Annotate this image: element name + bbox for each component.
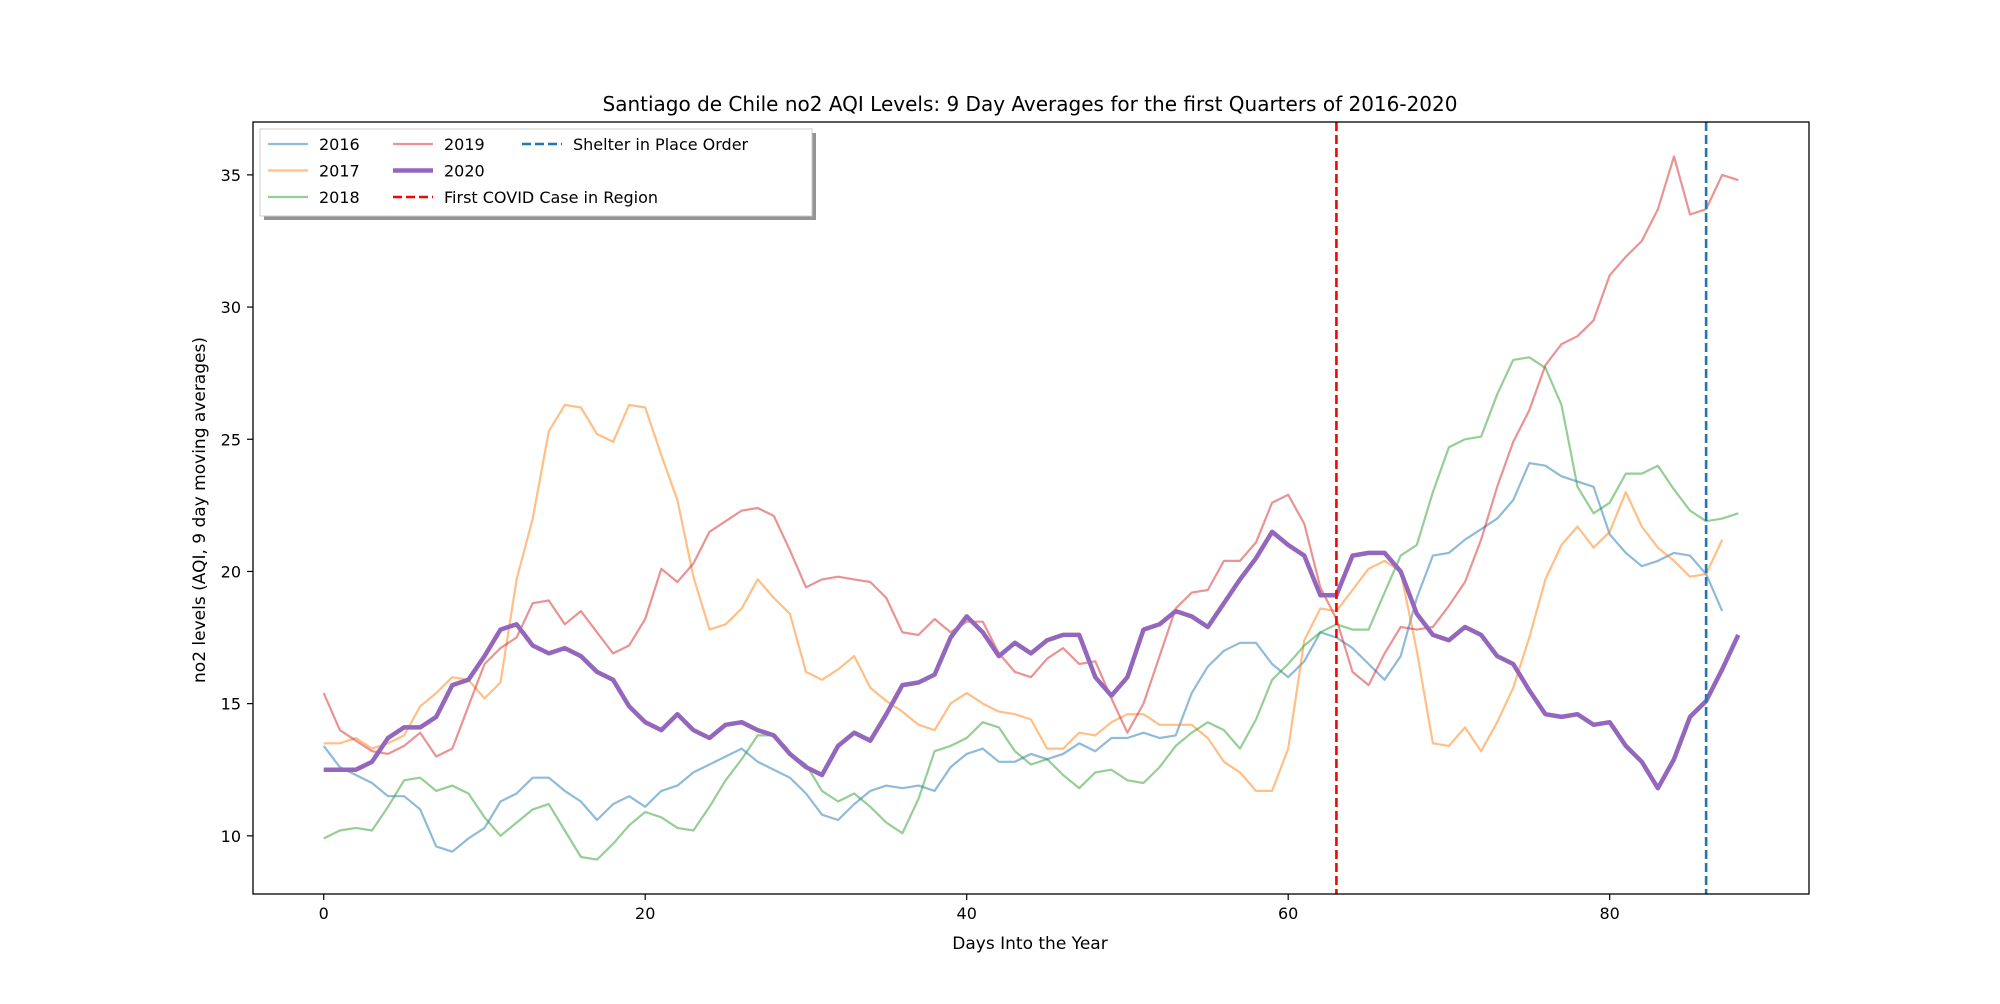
chart-title: Santiago de Chile no2 AQI Levels: 9 Day … [603,92,1458,116]
legend: 2016 2017 2018 2019 2020 First COVID Case in … [259,128,816,220]
plot-frame [252,121,1810,895]
series-line-2020 [323,529,1741,791]
y-axis-label: no2 levels (AQI, 9 day moving averages) [190,337,210,683]
legend-label: 2018 [319,188,360,207]
legend-label: First COVID Case in Region [444,188,658,207]
y-tick-label: 15 [221,695,241,714]
x-tick-label: 40 [957,904,977,923]
plot-area: 0 20 40 60 80 10 15 20 25 30 35 [221,122,1741,923]
series-line-2019 [322,155,1739,758]
x-tick-label: 0 [319,904,329,923]
x-tick-label: 80 [1599,904,1619,923]
x-tick-label: 20 [635,904,655,923]
x-axis-label: Days Into the Year [952,934,1107,954]
x-tick-label: 60 [1278,904,1298,923]
legend-label: 2019 [444,135,485,154]
y-tick-label: 30 [221,298,241,317]
y-tick-label: 10 [221,827,241,846]
series-line-2018 [323,356,1739,861]
legend-label: 2017 [319,162,360,181]
legend-label: 2016 [319,135,360,154]
legend-label: 2020 [444,162,485,181]
series-line-2017 [323,403,1724,793]
series-line-2016 [322,462,1724,853]
y-tick-label: 20 [221,562,241,581]
legend-label: Shelter in Place Order [573,135,749,154]
y-tick-label: 25 [221,430,241,449]
y-tick-label: 35 [221,166,241,185]
